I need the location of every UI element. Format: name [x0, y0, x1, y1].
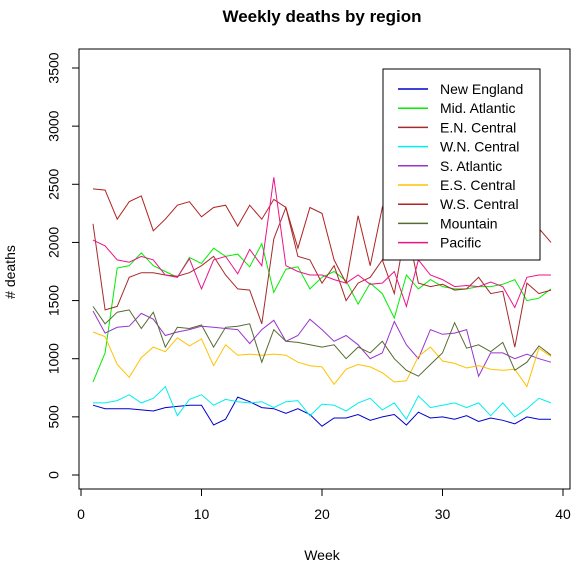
x-tick-label: 10	[194, 506, 210, 522]
series-line-w-n-central	[93, 385, 552, 421]
legend-label-s-atlantic: S. Atlantic	[440, 158, 502, 174]
series-line-mountain	[92, 306, 552, 377]
plot-area	[78, 48, 571, 490]
legend-box	[382, 68, 541, 261]
chart-title: Weekly deaths by region	[222, 7, 421, 26]
y-axis-label: # deaths	[2, 245, 18, 299]
y-tick-label: 1500	[46, 285, 62, 316]
legend: New England Mid. Atlantic E.N. Central W.N.…	[382, 68, 541, 261]
y-tick-label: 500	[46, 405, 62, 429]
y-tick-label: 3500	[46, 52, 62, 83]
series-line-mid-atlantic	[92, 242, 552, 383]
x-tick-label: 40	[555, 506, 571, 522]
legend-label-w-s-central: W.S. Central	[440, 196, 519, 212]
x-axis-label: Week	[304, 547, 341, 563]
series-line-e-s-central	[92, 331, 552, 388]
legend-label-mid-atlantic: Mid. Atlantic	[440, 100, 515, 116]
legend-label-w-n-central: W.N. Central	[440, 139, 519, 155]
legend-label-pacific: Pacific	[440, 235, 481, 251]
series-line-new-england	[92, 396, 551, 427]
series-line-pacific	[92, 177, 551, 309]
y-axis: 0 500 1000 1500 2000 2500 3000 3500	[46, 52, 79, 479]
x-tick-label: 20	[314, 506, 330, 522]
y-tick-label: 2500	[46, 169, 62, 200]
legend-label-e-n-central: E.N. Central	[440, 119, 516, 135]
x-tick-label: 0	[77, 506, 85, 522]
legend-label-mountain: Mountain	[440, 215, 498, 231]
series-layer	[92, 177, 552, 427]
legend-label-new-england: New England	[440, 81, 523, 97]
y-tick-label: 2000	[46, 227, 62, 258]
y-tick-label: 0	[46, 471, 62, 479]
y-tick-label: 3000	[46, 110, 62, 141]
series-line-s-atlantic	[92, 310, 552, 378]
x-tick-label: 30	[435, 506, 451, 522]
y-tick-label: 1000	[46, 343, 62, 374]
x-axis: 0 10 20 30 40	[77, 489, 571, 522]
legend-label-e-s-central: E.S. Central	[440, 177, 515, 193]
